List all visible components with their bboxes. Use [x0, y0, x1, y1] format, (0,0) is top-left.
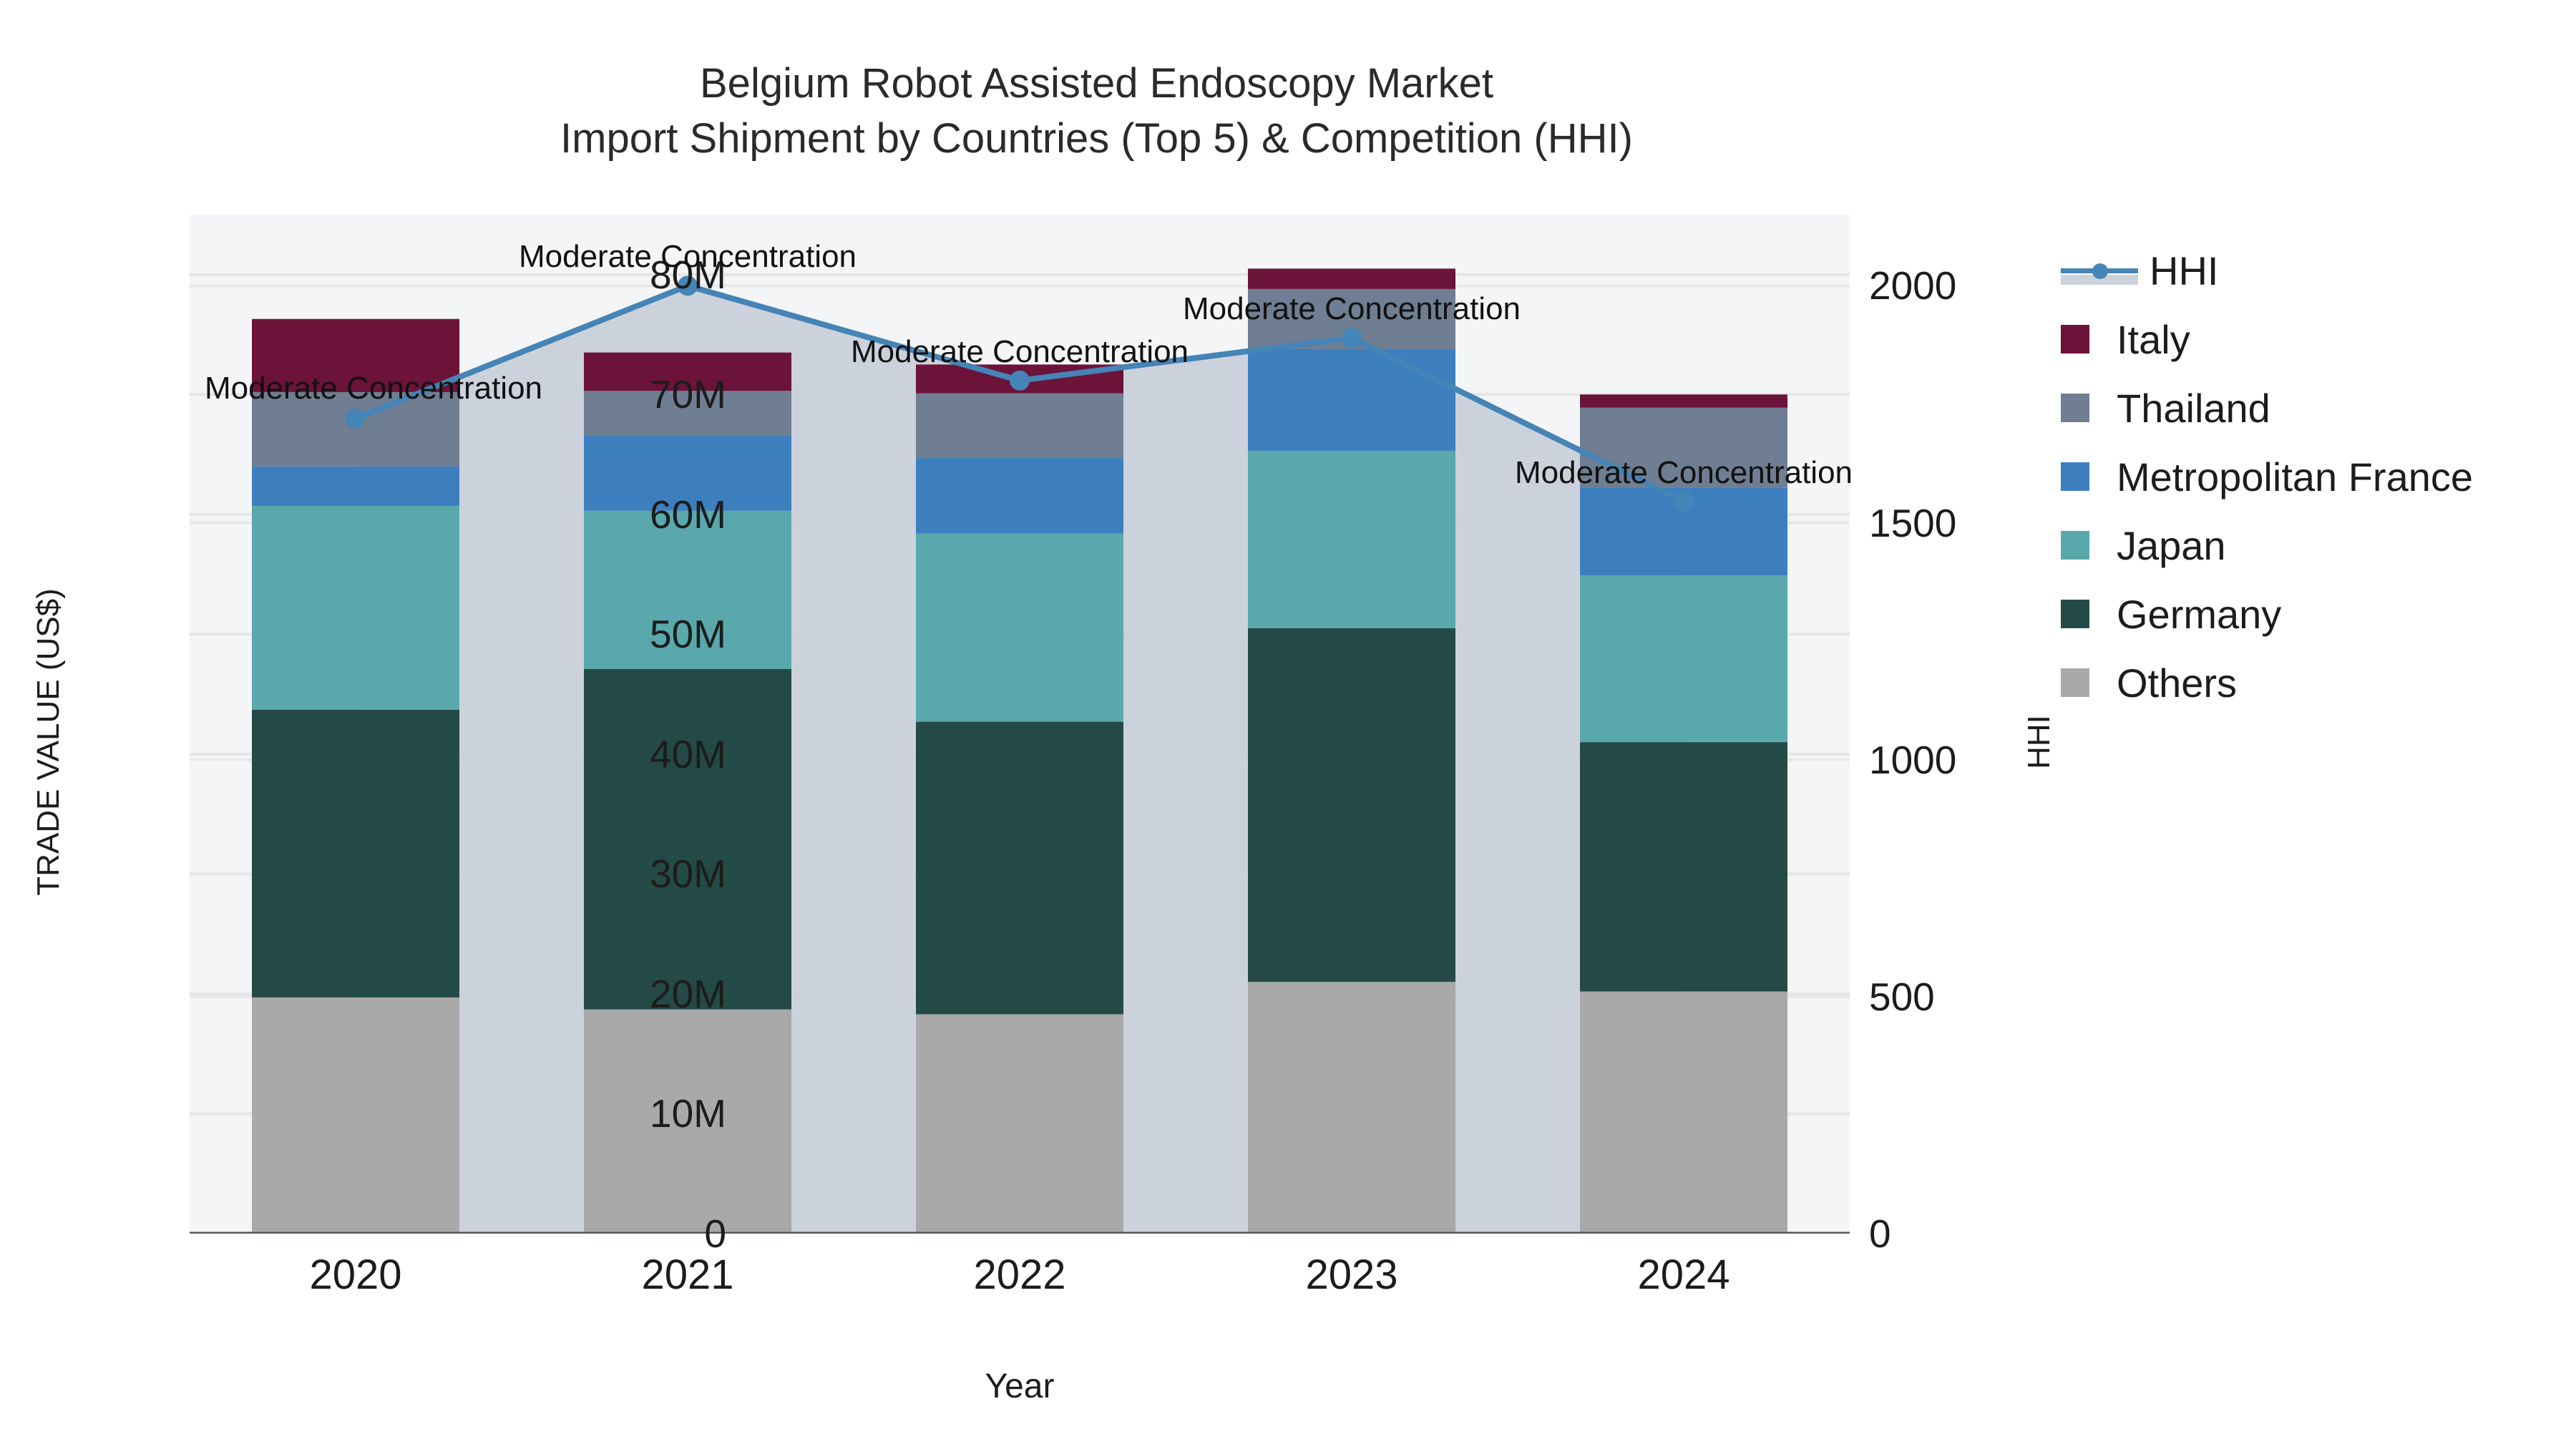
y-axis-right-tick-label: 500 — [1869, 974, 1935, 1019]
legend-item-label: Germany — [2117, 591, 2282, 637]
legend-item-label: HHI — [2150, 248, 2219, 293]
bar-group — [1248, 268, 1455, 1234]
legend-item-italy[interactable]: Italy — [2061, 305, 2473, 374]
x-axis-tick-label: 2023 — [1305, 1252, 1398, 1298]
bar-segment-japan — [916, 533, 1123, 722]
bar-segment-japan — [1580, 575, 1787, 743]
bar-segment-metropolitan-france — [584, 435, 791, 511]
plot-area — [190, 215, 1850, 1234]
legend-swatch-icon — [2061, 531, 2089, 560]
annotation-moderate-concentration: Moderate Concentration — [204, 370, 543, 406]
legend-swatch-icon — [2061, 394, 2089, 422]
bar-segment-metropolitan-france — [1248, 348, 1455, 452]
y-axis-right-title: HHI — [2021, 715, 2057, 769]
bar-segment-germany — [1248, 628, 1455, 982]
legend-item-germany[interactable]: Germany — [2061, 580, 2473, 648]
chart-title-line-2: Import Shipment by Countries (Top 5) & C… — [560, 115, 1633, 162]
legend-item-label: Thailand — [2117, 385, 2270, 431]
legend-item-japan[interactable]: Japan — [2061, 511, 2473, 580]
legend-item-thailand[interactable]: Thailand — [2061, 374, 2473, 442]
bar-segment-germany — [916, 721, 1123, 1015]
annotation-moderate-concentration: Moderate Concentration — [1514, 454, 1853, 490]
legend-item-label: Italy — [2117, 316, 2190, 362]
bar-segment-germany — [1580, 742, 1787, 992]
bar-segment-thailand — [916, 393, 1123, 459]
y-axis-right-tick-label: 0 — [1869, 1211, 1891, 1256]
y-axis-left-tick-label: 20M — [650, 971, 726, 1016]
y-axis-left-tick-label: 70M — [650, 372, 726, 417]
bar-segment-thailand — [252, 391, 459, 467]
bar-segment-germany — [584, 668, 791, 1010]
annotation-moderate-concentration: Moderate Concentration — [1182, 291, 1521, 327]
bar-segment-italy — [1580, 394, 1787, 408]
bar-segment-italy — [584, 352, 791, 391]
legend-item-hhi[interactable]: HHI — [2061, 236, 2473, 305]
chart-legend: HHI Italy Thailand Metropolitan France Japan… — [2061, 236, 2473, 717]
hhi-marker — [1342, 328, 1362, 348]
bar-segment-germany — [252, 709, 459, 997]
bar-segment-japan — [1248, 451, 1455, 628]
y-axis-right-tick-label: 1000 — [1869, 737, 1957, 782]
bar-segment-italy — [252, 318, 459, 392]
bar-segment-others — [1248, 982, 1455, 1234]
bar-segment-japan — [252, 506, 459, 710]
hhi-marker — [346, 408, 366, 429]
bar-segment-japan — [584, 510, 791, 669]
bar-segment-others — [584, 1009, 791, 1234]
hhi-marker — [1010, 370, 1030, 391]
legend-swatch-icon — [2061, 325, 2089, 353]
bar-group — [1580, 394, 1787, 1234]
y-axis-left-tick-label: 60M — [650, 492, 726, 537]
chart-title-line-1: Belgium Robot Assisted Endoscopy Market — [700, 60, 1493, 107]
bar-segment-metropolitan-france — [252, 466, 459, 507]
x-axis-tick-label: 2024 — [1637, 1252, 1730, 1298]
x-axis-tick-label: 2020 — [309, 1252, 402, 1298]
legend-swatch-icon — [2061, 668, 2089, 697]
y-axis-left-tick-label: 10M — [650, 1091, 726, 1136]
legend-swatch-icon — [2061, 462, 2089, 491]
x-axis-tick-label: 2022 — [973, 1252, 1066, 1298]
y-axis-left-tick-label: 30M — [650, 852, 726, 897]
bar-segment-metropolitan-france — [916, 458, 1123, 534]
legend-line-marker-icon — [2061, 256, 2138, 285]
y-axis-right-tick-label: 2000 — [1869, 263, 1957, 308]
y-axis-left-tick-label: 40M — [650, 731, 726, 776]
legend-item-metropolitan-france[interactable]: Metropolitan France — [2061, 442, 2473, 511]
y-axis-left-tick-label: 0 — [704, 1211, 726, 1256]
y-axis-right-tick-label: 1500 — [1869, 500, 1957, 545]
bar-segment-thailand — [584, 391, 791, 436]
legend-item-others[interactable]: Others — [2061, 648, 2473, 717]
y-axis-left-tick-label: 50M — [650, 612, 726, 657]
y-axis-left-tick-label: 80M — [650, 252, 726, 297]
legend-item-label: Metropolitan France — [2117, 454, 2474, 499]
bar-group — [916, 364, 1123, 1234]
bar-segment-others — [252, 997, 459, 1234]
bar-groups — [252, 268, 1787, 1234]
bar-group — [584, 352, 791, 1234]
bar-segment-thailand — [1580, 407, 1787, 488]
hhi-marker — [1674, 491, 1694, 512]
y-axis-left-title: TRADE VALUE (US$) — [31, 588, 66, 896]
x-axis-tick-label: 2021 — [641, 1252, 734, 1298]
chart-title: Belgium Robot Assisted Endoscopy Market … — [0, 56, 2193, 166]
hhi-marker — [678, 275, 698, 296]
annotation-moderate-concentration: Moderate Concentration — [518, 239, 857, 275]
legend-swatch-icon — [2061, 600, 2089, 628]
bar-group — [252, 318, 459, 1234]
bar-segment-others — [916, 1014, 1123, 1234]
chart-canvas — [190, 268, 1850, 1234]
x-axis-title: Year — [985, 1367, 1055, 1405]
bar-segment-others — [1580, 991, 1787, 1234]
hhi-line-series — [346, 275, 1694, 512]
bar-segment-italy — [1248, 268, 1455, 289]
legend-item-label: Others — [2117, 660, 2238, 706]
annotation-moderate-concentration: Moderate Concentration — [850, 333, 1189, 369]
legend-item-label: Japan — [2117, 522, 2226, 568]
